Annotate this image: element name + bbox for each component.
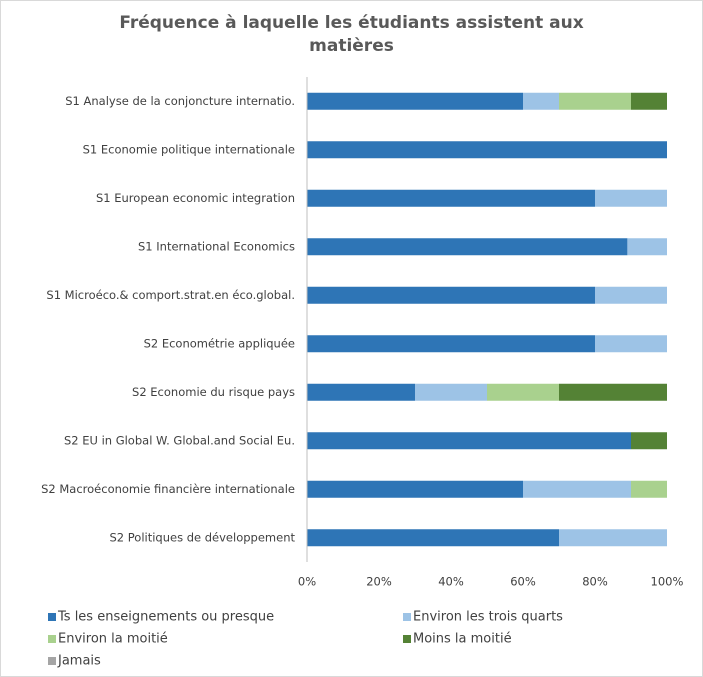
y-tick-label: S2 Politiques de développement <box>109 530 295 544</box>
bar-segment <box>415 383 487 401</box>
bar-segment <box>307 335 595 353</box>
bar-segment <box>595 189 667 207</box>
bar-segment <box>307 286 595 304</box>
x-tick-label: 100% <box>651 575 684 589</box>
legend-label: Jamais <box>57 654 101 669</box>
bar-segment <box>595 335 667 353</box>
bar-segment <box>631 92 667 110</box>
bar-segment <box>307 92 523 110</box>
bar-segment <box>307 383 415 401</box>
y-tick-label: S1 Economie politique internationale <box>83 142 295 156</box>
bar-segment <box>307 480 523 498</box>
bar-segment <box>523 92 559 110</box>
legend-swatch <box>403 635 411 643</box>
legend-swatch <box>48 613 56 621</box>
y-tick-label: S1 International Economics <box>138 239 295 253</box>
y-tick-label: S1 European economic integration <box>96 191 295 205</box>
x-tick-label: 80% <box>582 575 608 589</box>
legend-swatch <box>48 635 56 643</box>
legend-label: Environ les trois quarts <box>413 610 563 625</box>
bar-segment <box>307 238 628 256</box>
bar-segment <box>559 383 667 401</box>
legend-label: Moins la moitié <box>413 632 512 647</box>
x-tick-label: 20% <box>366 575 392 589</box>
y-tick-label: S2 Macroéconomie financière internationa… <box>41 482 295 496</box>
bar-segment <box>307 529 559 547</box>
chart-title: Fréquence à laquelle les étudiants assis… <box>119 13 584 56</box>
bar-segment <box>627 238 667 256</box>
bar-segment <box>307 432 631 450</box>
bar-segment <box>559 92 631 110</box>
bar-segment <box>595 286 667 304</box>
x-tick-label: 40% <box>438 575 464 589</box>
legend-swatch <box>48 657 56 665</box>
y-tick-label: S1 Analyse de la conjoncture internatio. <box>65 94 295 108</box>
bar-segment <box>487 383 559 401</box>
bar-segment <box>631 432 667 450</box>
legend-label: Environ la moitié <box>58 632 168 647</box>
y-tick-label: S1 Microéco.& comport.strat.en éco.globa… <box>46 288 295 302</box>
x-tick-label: 0% <box>298 575 316 589</box>
bar-segment <box>523 480 631 498</box>
x-tick-label: 60% <box>510 575 536 589</box>
y-tick-label: S2 Economie du risque pays <box>132 385 295 399</box>
y-tick-label: S2 EU in Global W. Global.and Social Eu. <box>64 433 295 447</box>
legend-label: Ts les enseignements ou presque <box>57 610 274 625</box>
bar-segment <box>631 480 667 498</box>
legend-swatch <box>403 613 411 621</box>
bar-segment <box>559 529 667 547</box>
bar-segment <box>307 189 595 207</box>
y-tick-label: S2 Econométrie appliquée <box>144 336 295 350</box>
bar-segment <box>307 141 667 159</box>
